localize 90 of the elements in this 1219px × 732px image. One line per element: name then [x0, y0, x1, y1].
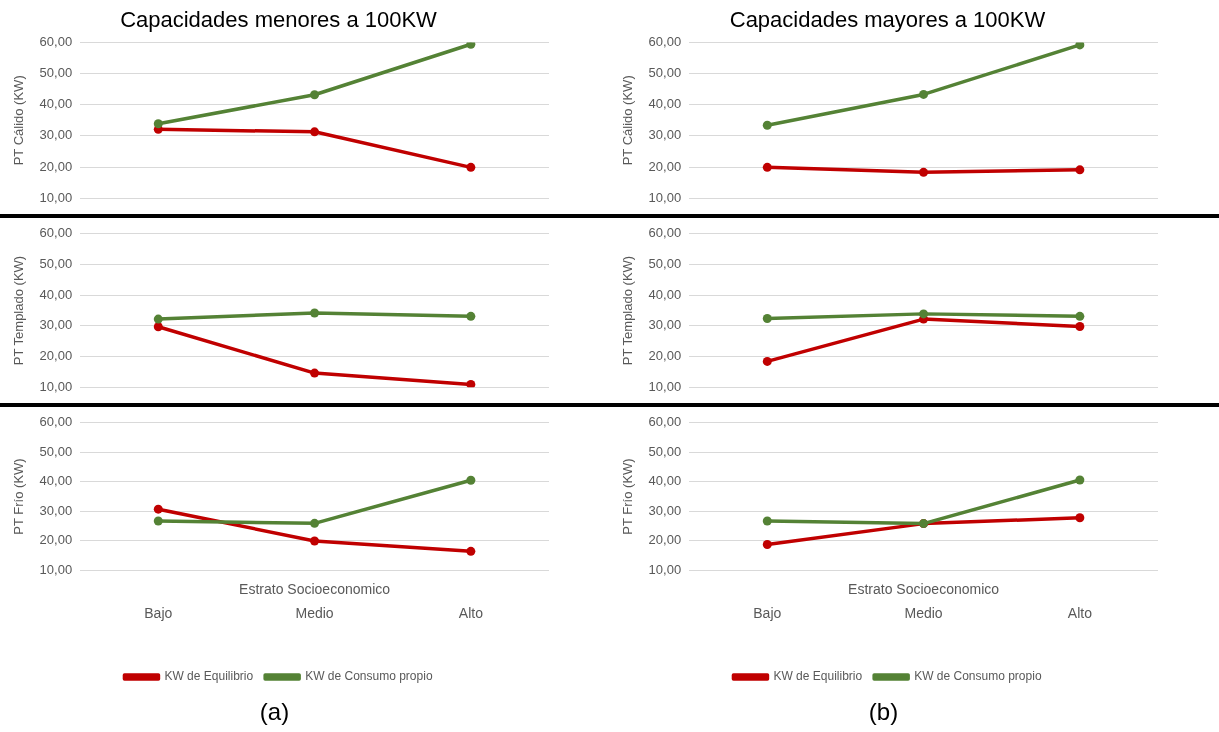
- point: [310, 308, 320, 318]
- point: [466, 475, 476, 485]
- point: [310, 536, 320, 546]
- y-tick-label: 50,00: [39, 256, 73, 272]
- chart-title: Capacidades menores a 100KW: [120, 7, 438, 33]
- y-tick-label: 50,00: [648, 256, 682, 272]
- y-tick-label: 30,00: [648, 502, 682, 518]
- point: [153, 322, 163, 332]
- point: [1075, 321, 1085, 331]
- x-axis-title: Estrato Socioeconomico: [239, 581, 391, 598]
- point: [762, 313, 772, 323]
- text: (b): [867, 697, 900, 727]
- x-tick-label: Bajo: [144, 605, 173, 622]
- point: [466, 162, 476, 172]
- y-tick-label: 20,00: [648, 532, 682, 548]
- y-axis-title: PT Cálido (KW): [11, 75, 27, 166]
- y-tick-label: 20,00: [648, 158, 682, 174]
- legend-label: KW de Consumo propio: [305, 669, 433, 684]
- point: [1075, 42, 1085, 50]
- point: [310, 518, 320, 528]
- y-tick-label: 60,00: [648, 225, 682, 241]
- point: [1075, 475, 1085, 485]
- point: [466, 311, 476, 321]
- y-tick-label: 60,00: [648, 33, 682, 49]
- x-axis-title: Estrato Socioeconomico: [848, 581, 1000, 598]
- point: [310, 368, 320, 378]
- y-tick-label: 50,00: [39, 65, 73, 81]
- y-tick-label: 30,00: [39, 127, 73, 143]
- y-tick-label: 50,00: [648, 65, 682, 81]
- y-tick-label: 40,00: [648, 286, 682, 302]
- y-axis-title: PT Templado (KW): [620, 255, 636, 366]
- y-tick-label: 20,00: [39, 348, 73, 364]
- y-tick-label: 30,00: [39, 317, 73, 333]
- chart-title: Capacidades mayores a 100KW: [729, 7, 1046, 33]
- point: [153, 504, 163, 514]
- point: [762, 516, 772, 526]
- y-tick-label: 40,00: [648, 96, 682, 112]
- x-tick-label: Bajo: [753, 605, 782, 622]
- point: [762, 540, 772, 550]
- y-tick-label: 30,00: [648, 317, 682, 333]
- y-tick-label: 20,00: [648, 348, 682, 364]
- y-axis-title: PT Templado (KW): [11, 255, 27, 366]
- y-tick-label: 60,00: [39, 33, 73, 49]
- point: [1075, 165, 1085, 175]
- y-tick-label: 10,00: [648, 378, 682, 394]
- y-tick-label: 60,00: [39, 414, 73, 430]
- legend-label: KW de Consumo propio: [914, 669, 1042, 684]
- x-tick-label: Medio: [295, 605, 334, 622]
- point: [466, 546, 476, 556]
- y-axis-title: PT Frío (KW): [11, 458, 27, 535]
- x-tick-label: Alto: [458, 605, 484, 622]
- legend-label: KW de Equilibrio: [773, 669, 863, 684]
- y-tick-label: 10,00: [648, 189, 682, 205]
- point: [762, 162, 772, 172]
- y-tick-label: 30,00: [648, 127, 682, 143]
- point: [1075, 311, 1085, 321]
- y-tick-label: 20,00: [39, 158, 73, 174]
- y-tick-label: 40,00: [39, 96, 73, 112]
- x-tick-label: Medio: [904, 605, 943, 622]
- y-tick-label: 10,00: [648, 561, 682, 577]
- y-tick-label: 10,00: [39, 189, 73, 205]
- point: [919, 89, 929, 99]
- y-tick-label: 40,00: [39, 286, 73, 302]
- point: [310, 127, 320, 137]
- y-tick-label: 40,00: [39, 473, 73, 489]
- legend-label: KW de Equilibrio: [164, 669, 254, 684]
- y-tick-label: 40,00: [648, 473, 682, 489]
- point: [466, 42, 476, 49]
- y-axis-title: PT Frío (KW): [620, 458, 636, 535]
- point: [919, 309, 929, 319]
- y-tick-label: 60,00: [39, 225, 73, 241]
- point: [310, 90, 320, 100]
- y-tick-label: 50,00: [39, 443, 73, 459]
- y-tick-label: 50,00: [648, 443, 682, 459]
- x-tick-label: Alto: [1067, 605, 1093, 622]
- point: [762, 356, 772, 366]
- point: [762, 120, 772, 130]
- point: [1075, 513, 1085, 523]
- point: [919, 167, 929, 177]
- y-tick-label: 10,00: [39, 378, 73, 394]
- y-tick-label: 20,00: [39, 532, 73, 548]
- point: [466, 379, 476, 388]
- text: (a): [258, 697, 291, 727]
- point: [153, 516, 163, 526]
- point: [153, 314, 163, 324]
- y-tick-label: 30,00: [39, 502, 73, 518]
- y-tick-label: 60,00: [648, 414, 682, 430]
- point: [153, 119, 163, 129]
- y-axis-title: PT Cálido (KW): [620, 75, 636, 166]
- y-tick-label: 10,00: [39, 561, 73, 577]
